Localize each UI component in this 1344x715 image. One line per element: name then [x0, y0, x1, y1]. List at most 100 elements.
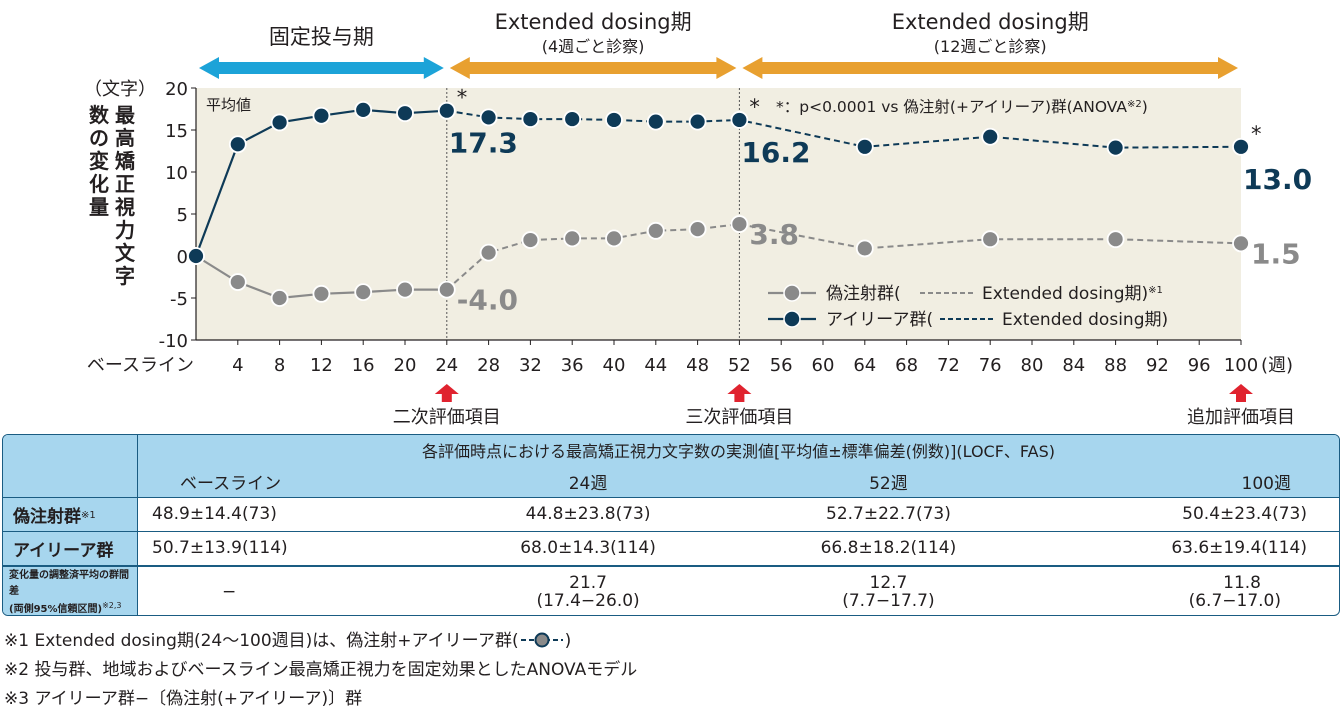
column-header-baseline: ベースライン	[137, 465, 438, 498]
difference-value: 21.7	[569, 573, 607, 594]
difference-ci: (6.7−17.0)	[1188, 591, 1281, 611]
data-point	[187, 247, 205, 265]
footnote-3: ※3 アイリーア群−〔偽注射(+アイリーア)〕群	[4, 689, 363, 709]
up-arrow-icon	[434, 384, 459, 402]
data-label: -4.0	[457, 284, 518, 317]
significance-mark: *	[1251, 122, 1262, 146]
data-point	[646, 221, 665, 240]
period-sublabel: (12週ごと診察)	[934, 37, 1047, 56]
data-point	[312, 106, 331, 125]
x-tick-label: 64	[853, 355, 876, 376]
legend-extended-text: Extended dosing期)	[982, 284, 1148, 304]
eval-marker-label: 二次評価項目	[393, 407, 501, 428]
y-axis-label-char: 視	[114, 195, 135, 219]
data-point	[521, 231, 540, 249]
data-point	[605, 229, 623, 248]
data-point	[1232, 137, 1250, 156]
data-point	[855, 239, 874, 258]
row-label-difference-sup: ※2,3	[102, 601, 122, 610]
legend-extended-label: Extended dosing期)	[1002, 310, 1168, 330]
data-point	[563, 229, 582, 248]
data-point	[312, 284, 331, 303]
legend-marker	[783, 310, 801, 328]
data-point	[270, 289, 289, 307]
x-tick-label: 80	[1021, 355, 1044, 376]
y-axis-label-char: の	[89, 126, 109, 150]
table-cell: 48.9±14.4(73)	[137, 497, 438, 532]
x-baseline-label: ベースライン	[87, 355, 194, 376]
table-cell: 52.7±22.7(73)	[738, 497, 1039, 532]
mean-label: 平均値	[206, 96, 251, 114]
x-tick-label: 72	[937, 355, 960, 376]
data-point	[479, 243, 498, 262]
difference-ci: (7.7−17.7)	[842, 591, 935, 611]
table-row: 偽注射群※1 48.9±14.4(73) 44.8±23.8(73) 52.7±…	[3, 497, 1339, 532]
significance-note-sup: ※2	[1127, 99, 1142, 110]
row-label-difference-line2: (両側95%信頼区間)	[9, 604, 103, 615]
column-header-100w: 100週	[1038, 465, 1339, 498]
data-point	[228, 135, 247, 154]
x-tick-label: 96	[1188, 355, 1211, 376]
table-cell: 11.8 (6.7−17.0)	[1039, 566, 1339, 615]
significance-note-end: )	[1142, 98, 1148, 116]
y-tick-label: 0	[177, 247, 188, 268]
chart: 固定投与期 Extended dosing期 (4週ごと診察) Extended do…	[84, 10, 1312, 428]
difference-value: 11.8	[1223, 573, 1261, 594]
data-label: 16.2	[741, 136, 810, 169]
table-corner	[3, 435, 138, 498]
x-tick-label: 52	[728, 355, 751, 376]
footnote-1: ※1 Extended dosing期(24〜100週目)は、偽注射+アイリーア…	[4, 626, 571, 651]
x-tick-label: 8	[274, 355, 285, 376]
x-tick-label: 28	[477, 355, 500, 376]
x-tick-label: 68	[895, 355, 918, 376]
y-axis-label-char: 矯	[115, 149, 135, 173]
table-cell: 44.8±23.8(73)	[437, 497, 739, 532]
x-tick-label: 48	[686, 355, 709, 376]
table-cell: 12.7 (7.7−17.7)	[738, 566, 1038, 615]
row-label-sham-text: 偽注射群	[13, 507, 81, 527]
legend-label: 偽注射群(	[826, 284, 901, 304]
y-unit-label: （文字）	[84, 79, 156, 100]
x-tick-label: 32	[519, 355, 542, 376]
y-axis-label-char: 変	[89, 149, 109, 173]
legend-extended-label: Extended dosing期)※1	[982, 284, 1163, 304]
data-label: 1.5	[1251, 237, 1301, 270]
table-row: アイリーア群 50.7±13.9(114) 68.0±14.3(114) 66.…	[3, 531, 1339, 567]
data-point	[563, 110, 582, 128]
y-tick-label: 5	[177, 205, 188, 226]
x-tick-label: 100	[1224, 355, 1258, 376]
period-arrow	[449, 57, 737, 79]
data-labels: 17.3 16.2 13.0 -4.0 3.8 1.5 * * * *：p<0.0001 vs 偽…	[449, 86, 1312, 317]
y-axis-label-char: 力	[115, 218, 135, 242]
data-point	[1232, 234, 1250, 253]
y-tick-label: -10	[159, 331, 188, 352]
y-tick-label: -5	[170, 289, 188, 310]
eval-marker-label: 三次評価項目	[685, 407, 793, 428]
data-point	[1106, 230, 1125, 249]
significance-mark: *	[457, 86, 468, 110]
y-axis-label-char: 高	[115, 126, 135, 150]
data-point	[437, 280, 456, 299]
row-label-difference-line1: 変化量の調整済平均の群間差	[9, 570, 129, 597]
marker-dot	[534, 632, 550, 648]
period-arrow	[199, 57, 444, 79]
difference-value: 12.7	[869, 573, 908, 594]
data-label: 13.0	[1243, 163, 1312, 196]
x-tick-label: 60	[812, 355, 835, 376]
y-axis-label-char: 化	[89, 172, 109, 196]
plot-area	[196, 88, 1241, 340]
significance-mark: *	[749, 95, 760, 119]
x-tick-label: 40	[603, 355, 626, 376]
y-axis-label-char: 最	[115, 103, 136, 127]
y-axis-label-char: 字	[115, 264, 135, 288]
x-tick-label: 76	[979, 355, 1002, 376]
data-point	[981, 230, 1000, 249]
data-point	[981, 127, 1000, 146]
period-arrows: 固定投与期 Extended dosing期 (4週ごと診察) Extended do…	[199, 10, 1238, 79]
data-point	[354, 283, 373, 302]
data-point	[521, 110, 540, 128]
data-label: 17.3	[449, 127, 518, 160]
x-tick-label: 20	[394, 355, 417, 376]
data-point	[688, 112, 707, 131]
